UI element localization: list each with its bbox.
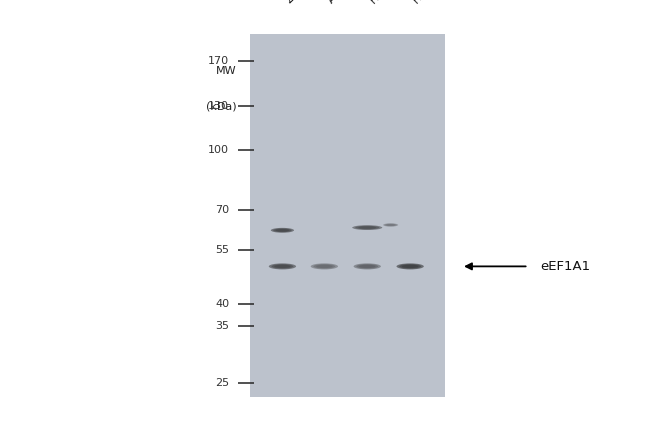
Text: 40: 40 — [215, 299, 229, 309]
Text: HeLa: HeLa — [367, 0, 398, 6]
Ellipse shape — [354, 263, 381, 269]
Ellipse shape — [356, 226, 379, 230]
Text: 170: 170 — [208, 56, 229, 66]
Text: 55: 55 — [215, 245, 229, 255]
Text: 35: 35 — [215, 321, 229, 331]
Ellipse shape — [396, 263, 424, 269]
Ellipse shape — [399, 264, 421, 269]
Text: 100: 100 — [208, 145, 229, 155]
Ellipse shape — [311, 263, 338, 269]
Ellipse shape — [313, 264, 335, 269]
Ellipse shape — [271, 228, 294, 233]
Ellipse shape — [385, 224, 396, 226]
Text: eEF1A1: eEF1A1 — [540, 260, 591, 273]
Ellipse shape — [359, 265, 376, 268]
Text: A431: A431 — [324, 0, 355, 6]
Text: 25: 25 — [215, 378, 229, 388]
Ellipse shape — [358, 226, 376, 229]
Text: 293T: 293T — [282, 0, 313, 6]
Text: (kDa): (kDa) — [205, 101, 236, 111]
Ellipse shape — [273, 228, 292, 232]
Ellipse shape — [269, 263, 296, 269]
Text: 130: 130 — [208, 101, 229, 111]
Ellipse shape — [356, 264, 378, 269]
Ellipse shape — [402, 265, 419, 268]
Ellipse shape — [316, 265, 333, 268]
Text: 70: 70 — [215, 205, 229, 215]
Ellipse shape — [274, 265, 291, 268]
Text: MW: MW — [216, 66, 236, 76]
Ellipse shape — [276, 229, 289, 232]
Ellipse shape — [383, 223, 398, 227]
Ellipse shape — [272, 264, 293, 269]
Text: HepG2: HepG2 — [410, 0, 448, 6]
Ellipse shape — [352, 225, 382, 230]
Ellipse shape — [386, 224, 395, 226]
